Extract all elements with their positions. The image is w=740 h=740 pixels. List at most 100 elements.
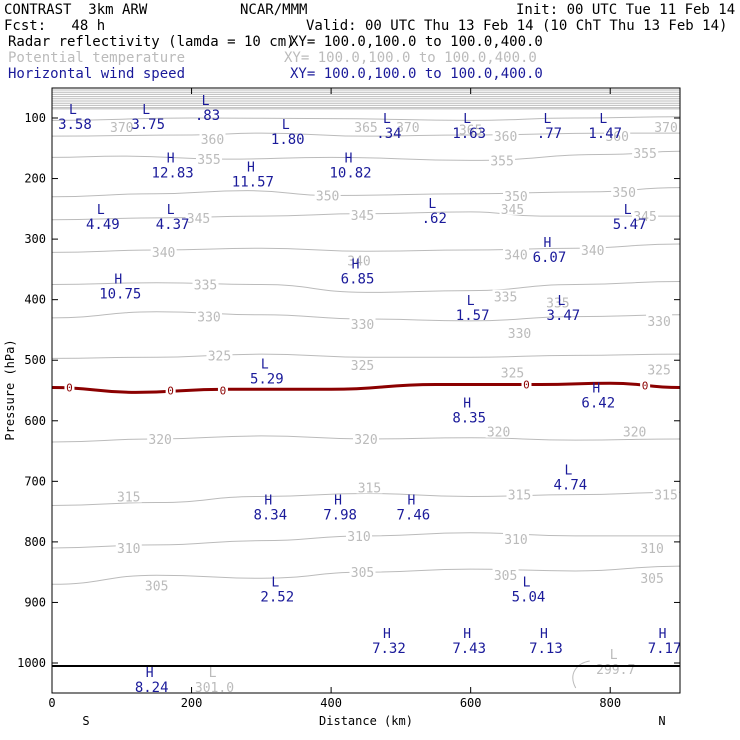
wind-max-letter: H [247,161,255,176]
theta-label-bg [492,289,519,303]
wind-extremum-value: 1.80 [271,132,305,148]
wind-extremum-value: 3.58 [58,117,92,133]
theta-label-bg [394,120,421,134]
theta-label: 350 [316,190,339,205]
theta-label: 320 [354,433,377,448]
field-wind-xy: XY= 100.0,100.0 to 100.0,400.0 [290,66,543,82]
freezing-label-bg [640,379,651,392]
north-label: N [658,714,665,728]
theta-label: 335 [194,279,217,294]
theta-label: 370 [110,121,133,136]
wind-max-letter: H [383,627,391,642]
theta-label-bg [457,122,484,136]
theta-label: 370 [654,121,677,136]
wind-max-letter: H [167,151,175,166]
y-tick-label: 300 [24,232,46,246]
theta-label-bg [115,540,142,554]
theta-label-bg [621,424,648,438]
field-wind-name: Horizontal wind speed [8,66,186,82]
x-tick-label: 600 [460,696,482,710]
theta-label: 310 [117,542,140,557]
wind-max-letter: H [352,257,360,272]
theta-label-bg [196,309,222,323]
wind-min-letter: L [202,94,210,109]
theta-label-bg [632,209,659,223]
theta-label-bg [346,528,373,542]
wind-min-letter: L [544,112,552,127]
theta-label: 330 [508,327,531,342]
x-tick-label: 400 [320,696,342,710]
freezing-label-bg [64,381,75,394]
theta-label: 350 [612,186,635,201]
wind-extremum-value: 8.34 [253,508,287,524]
wind-extremum-value: 4.37 [156,217,190,233]
wind-extremum-value: 8.35 [452,411,486,427]
theta-label: 340 [152,246,175,261]
theta-label-bg [147,431,174,445]
theta-label-bg [349,565,376,579]
y-tick-label: 800 [24,535,46,549]
theta-label: 335 [494,291,517,306]
theta-label: 350 [504,190,527,205]
theta-label: 305 [494,569,517,584]
freezing-label-bg [217,384,228,397]
theta-label-bg [499,365,526,379]
wind-extremum-value: 10.82 [329,165,371,181]
theta-label-bg [349,358,376,372]
theta-label: 330 [351,318,374,333]
theta-label: 365 [354,121,377,136]
wind-extremum-value: 6.85 [341,271,375,287]
valid-time: Valid: 00 UTC Thu 13 Feb 14 (10 ChT Thu … [306,18,728,34]
y-tick-label: 700 [24,474,46,488]
wind-extremum-value: 4.49 [86,217,120,233]
wind-max-letter: H [334,494,342,509]
wind-min-letter: L [564,463,572,478]
wind-max-letter: H [463,627,471,642]
theta-label: 345 [351,209,374,224]
theta-label: 340 [504,248,527,263]
field-theta-xy: XY= 100.0,100.0 to 100.0,400.0 [284,50,537,66]
theta-label-bg [646,313,673,327]
theta-label-bg [196,152,222,166]
theta-label-bg [632,146,659,160]
theta-label: 325 [647,363,670,378]
theta-contour-350 [51,187,681,198]
theta-label-bg [206,348,233,362]
freezing-level: 0 0 0 0 0 [51,378,681,398]
wind-min-letter: L [383,112,391,127]
wind-extremum-value: 2.52 [260,589,294,605]
freezing-label: 0 [220,385,227,398]
wind-max-letter: H [146,666,154,681]
wind-extremum-value: 5.29 [250,371,284,387]
wind-extremum-value: 12.83 [152,165,194,181]
theta-label: 315 [117,490,140,505]
wind-extremum-value: .77 [537,126,562,142]
wind-extrema: L3.58L3.75L.83L1.80L.34L1.63L.77L1.47H12… [58,94,681,696]
theta-label-bg [503,531,530,545]
theta-label-bg [503,189,530,203]
theta-label: 325 [501,366,524,381]
theta-label-bg [506,487,533,501]
theta-label-bg [639,571,666,585]
y-tick-label: 1000 [17,656,46,670]
south-label: S [82,714,89,728]
theta-label: 345 [633,210,656,225]
wind-extremum-value: 7.32 [372,641,406,657]
wind-extremum-value: 7.46 [396,508,430,524]
theta-label-bg [653,487,680,501]
wind-min-letter: L [523,575,531,590]
theta-contour-355 [51,150,681,161]
center-title: NCAR/MMM [240,2,308,18]
wind-extremum-value: .34 [376,126,401,142]
theta-label-bg [499,201,526,215]
theta-label-bg [115,489,142,503]
theta-label: 320 [623,426,646,441]
wind-min-letter: L [261,357,269,372]
wind-extremum-value: 7.13 [529,641,563,657]
theta-label: 310 [504,533,527,548]
theta-label: 370 [396,121,419,136]
theta-label-bg [485,424,512,438]
freezing-label: 0 [642,380,649,393]
forecast-hour: Fcst: 48 h [4,18,106,34]
